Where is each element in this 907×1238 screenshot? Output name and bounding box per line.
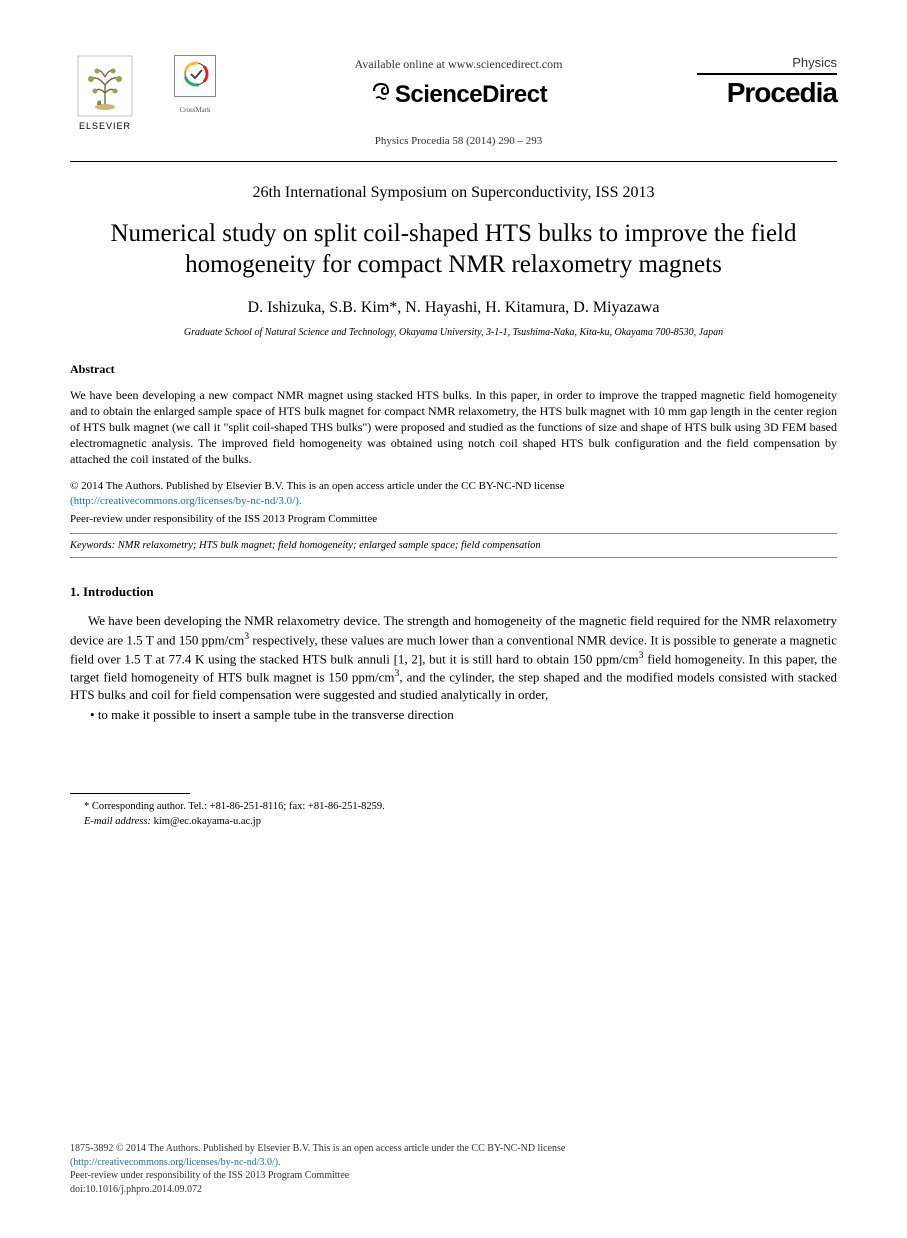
footnote-email: E-mail address: kim@ec.okayama-u.ac.jp <box>84 815 837 830</box>
crossmark-icon <box>174 55 216 97</box>
footnote-email-label: E-mail address: <box>84 816 151 827</box>
keywords-text: NMR relaxometry; HTS bulk magnet; field … <box>115 540 541 551</box>
footer-block: 1875-3892 © 2014 The Authors. Published … <box>70 1142 837 1196</box>
header-rule <box>70 161 837 162</box>
symposium-line: 26th International Symposium on Supercon… <box>70 184 837 202</box>
keywords-rule-bottom <box>70 557 837 558</box>
footer-doi: doi:10.1016/j.phpro.2014.09.072 <box>70 1183 837 1197</box>
crossmark-logo[interactable]: CrossMark <box>170 55 220 114</box>
procedia-physics-label: Physics <box>697 55 837 70</box>
footnote-email-value: kim@ec.okayama-u.ac.jp <box>151 816 261 827</box>
procedia-logo: Physics Procedia <box>697 55 837 109</box>
license-block: © 2014 The Authors. Published by Elsevie… <box>70 479 837 509</box>
footer-peer-review: Peer-review under responsibility of the … <box>70 1169 837 1183</box>
article-title: Numerical study on split coil-shaped HTS… <box>70 218 837 281</box>
footnote-rule <box>70 793 190 794</box>
header-row: ELSEVIER CrossMark Available online at w… <box>70 55 837 147</box>
sciencedirect-icon <box>370 80 392 102</box>
sciencedirect-text: ScienceDirect <box>395 81 547 108</box>
peer-review-line: Peer-review under responsibility of the … <box>70 513 837 525</box>
footer-license-link[interactable]: (http://creativecommons.org/licenses/by-… <box>70 1157 281 1168</box>
footnote-corresponding: * Corresponding author. Tel.: +81-86-251… <box>84 800 837 815</box>
crossmark-label: CrossMark <box>170 106 220 114</box>
license-link[interactable]: (http://creativecommons.org/licenses/by-… <box>70 495 302 507</box>
intro-bullet: to make it possible to insert a sample t… <box>90 706 837 724</box>
license-line1: © 2014 The Authors. Published by Elsevie… <box>70 480 564 492</box>
intro-body: We have been developing the NMR relaxome… <box>70 612 837 704</box>
elsevier-label: ELSEVIER <box>70 121 140 131</box>
author-list: D. Ishizuka, S.B. Kim*, N. Hayashi, H. K… <box>70 299 837 317</box>
header-center: Available online at www.sciencedirect.co… <box>220 55 697 147</box>
procedia-word: Procedia <box>697 73 837 109</box>
abstract-heading: Abstract <box>70 362 837 377</box>
elsevier-tree-icon <box>77 55 133 117</box>
keywords-line: Keywords: NMR relaxometry; HTS bulk magn… <box>70 540 837 551</box>
sciencedirect-logo: ScienceDirect <box>220 80 697 109</box>
keywords-rule-top <box>70 533 837 534</box>
footer-issn-line: 1875-3892 © 2014 The Authors. Published … <box>70 1142 837 1156</box>
left-logos: ELSEVIER CrossMark <box>70 55 220 131</box>
keywords-label: Keywords: <box>70 540 115 551</box>
abstract-body: We have been developing a new compact NM… <box>70 387 837 468</box>
available-online-text: Available online at www.sciencedirect.co… <box>220 57 697 72</box>
elsevier-logo: ELSEVIER <box>70 55 140 131</box>
affiliation: Graduate School of Natural Science and T… <box>70 327 837 338</box>
intro-heading: 1. Introduction <box>70 584 837 600</box>
citation-line: Physics Procedia 58 (2014) 290 – 293 <box>220 135 697 147</box>
